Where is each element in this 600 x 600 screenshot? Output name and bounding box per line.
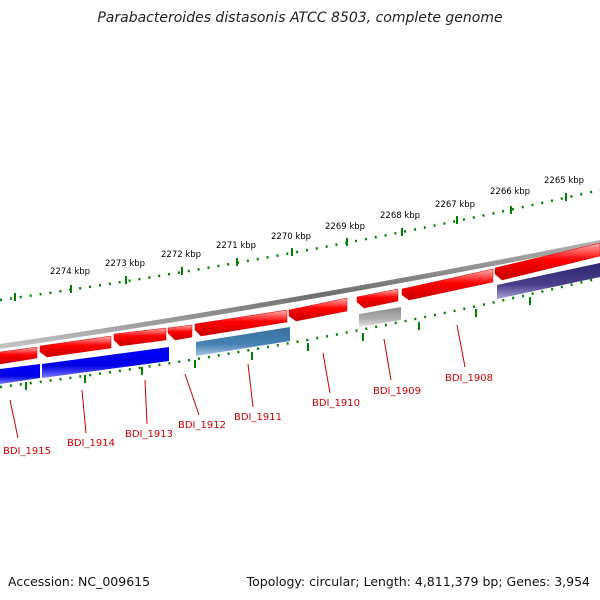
- gene-arrow: [494, 242, 600, 281]
- genome-backbone: [0, 240, 600, 349]
- ruler-labels: 2274 kbp 2273 kbp 2272 kbp 2271 kbp 2270…: [50, 176, 584, 277]
- gene-bar-blue: [42, 347, 169, 378]
- gene-arrow: [288, 297, 348, 322]
- gene-arrow: [167, 324, 193, 341]
- ruler-label: 2274 kbp: [50, 267, 90, 277]
- gene-arrow: [113, 327, 167, 347]
- gene-arrow: [0, 346, 38, 365]
- ruler-label: 2269 kbp: [325, 222, 365, 232]
- gene-label: BDI_1908: [445, 373, 493, 384]
- gene-bar-gray: [359, 307, 401, 327]
- gene-label-leaders: [9, 324, 466, 439]
- ruler-label: 2271 kbp: [216, 241, 256, 251]
- ruler-label: 2265 kbp: [544, 176, 584, 186]
- gene-bar-blue: [0, 364, 40, 384]
- ruler-label: 2272 kbp: [161, 250, 201, 260]
- gene-arrow: [401, 268, 494, 301]
- ruler-label: 2273 kbp: [105, 259, 145, 269]
- reverse-strand-genes: [0, 263, 600, 384]
- ruler-label: 2267 kbp: [435, 200, 475, 210]
- gene-arrow: [356, 288, 399, 309]
- genome-summary-text: Topology: circular; Length: 4,811,379 bp…: [246, 574, 590, 589]
- accession-text: Accession: NC_009615: [8, 574, 151, 589]
- gene-arrow: [39, 335, 112, 358]
- ruler-label: 2270 kbp: [271, 232, 311, 242]
- ruler-outer-ticks: [14, 193, 567, 301]
- gene-label: BDI_1911: [234, 412, 282, 423]
- gene-arrow: [194, 309, 288, 337]
- gene-label: BDI_1910: [312, 398, 360, 409]
- gene-label: BDI_1913: [125, 429, 173, 440]
- gene-label: BDI_1915: [3, 446, 51, 457]
- gene-bar-steelblue: [196, 327, 290, 356]
- gene-labels: BDI_1915 BDI_1914 BDI_1913 BDI_1912 BDI_…: [3, 373, 493, 457]
- ruler-label: 2266 kbp: [490, 187, 530, 197]
- forward-strand-genes: [0, 242, 600, 365]
- gene-bar-navy: [497, 263, 600, 299]
- gene-label: BDI_1909: [373, 386, 421, 397]
- ruler-label: 2268 kbp: [380, 211, 420, 221]
- ruler-inner-ticks: [25, 297, 531, 390]
- map-title: Parabacteroides distasonis ATCC 8503, co…: [97, 10, 503, 26]
- gene-label: BDI_1912: [178, 420, 226, 431]
- gene-label: BDI_1914: [67, 438, 115, 449]
